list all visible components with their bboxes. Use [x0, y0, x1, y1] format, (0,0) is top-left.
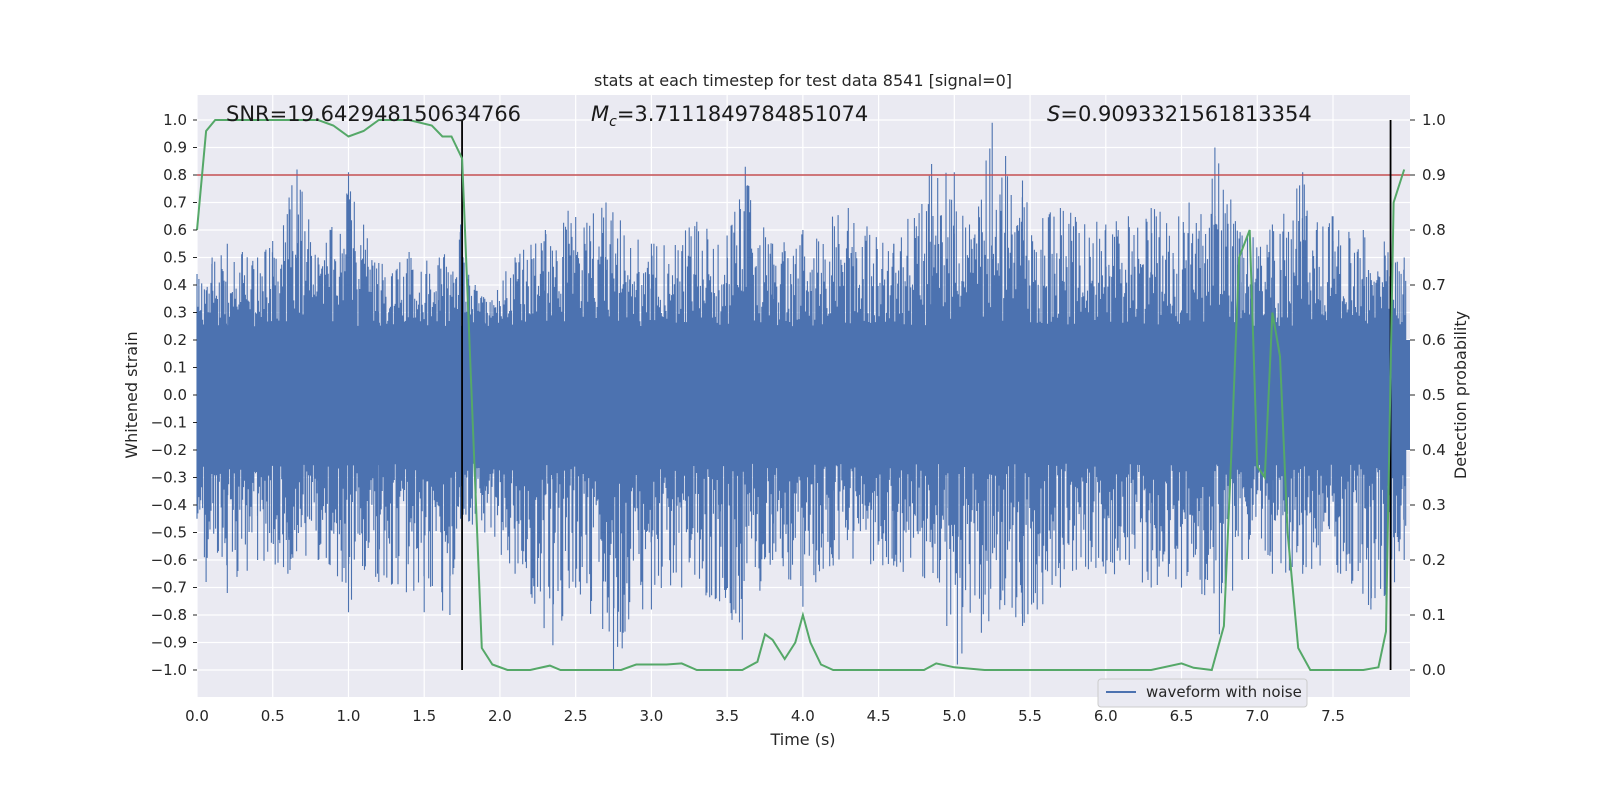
legend-label-waveform: waveform with noise: [1146, 683, 1302, 701]
y2-axis-label: Detection probability: [1451, 311, 1470, 479]
y-tick-label: −0.4: [151, 496, 187, 514]
strain-series: [196, 122, 1410, 670]
y2-tick-label: 0.2: [1422, 551, 1446, 569]
x-tick-label: 1.0: [337, 707, 361, 725]
y-tick-label: −1.0: [151, 661, 187, 679]
y-tick-label: 0.9: [163, 139, 187, 157]
y-tick-label: 1.0: [163, 111, 187, 129]
y-axis-ticks: 1.0 0.9 0.8 0.7 0.6 0.5 0.4 0.3 0.2 0.1 0.0 −0.1 −0.…: [151, 111, 197, 679]
chart-title: stats at each timestep for test data 854…: [594, 71, 1012, 90]
y2-tick-label: 0.1: [1422, 606, 1446, 624]
y-tick-label: −0.5: [151, 524, 187, 542]
y2-axis-ticks: 1.0 0.9 0.8 0.7 0.6 0.5 0.4 0.3 0.2 0.1 0.0: [1410, 111, 1446, 679]
y-tick-label: 0.3: [163, 304, 187, 322]
y2-tick-label: 0.9: [1422, 166, 1446, 184]
y2-tick-label: 0.4: [1422, 441, 1446, 459]
mc-symbol: M: [591, 102, 609, 126]
detection-probability-line: [196, 119, 1406, 672]
y-tick-label: −0.9: [151, 634, 187, 652]
y-tick-label: 0.1: [163, 359, 187, 377]
x-tick-label: 1.5: [412, 707, 436, 725]
y-tick-label: 0.8: [163, 166, 187, 184]
y-tick-label: −0.2: [151, 441, 187, 459]
s-value: =0.9093321561813354: [1060, 102, 1311, 126]
snr-annotation: SNR=19.642948150634766: [226, 102, 521, 126]
x-axis-ticks: 0.0 0.5 1.0 1.5 2.0 2.5 3.0 3.5 4.0 4.5 5.0 5.5 6.0 6…: [185, 707, 1345, 725]
x-tick-label: 0.5: [261, 707, 285, 725]
y-tick-label: 0.0: [163, 386, 187, 404]
y-tick-label: −0.3: [151, 469, 187, 487]
x-tick-label: 5.5: [1018, 707, 1042, 725]
s-annotation: S=0.9093321561813354: [1047, 102, 1312, 126]
y2-tick-label: 0.0: [1422, 661, 1446, 679]
x-tick-label: 5.0: [942, 707, 966, 725]
y-tick-label: 0.2: [163, 331, 187, 349]
strain-spikes: [196, 122, 1407, 670]
x-axis-label: Time (s): [769, 730, 835, 749]
x-tick-label: 0.0: [185, 707, 209, 725]
y-tick-label: 0.6: [163, 221, 187, 239]
y-tick-label: −0.7: [151, 579, 187, 597]
x-tick-label: 4.0: [791, 707, 815, 725]
x-tick-label: 7.0: [1245, 707, 1269, 725]
x-tick-label: 4.5: [867, 707, 891, 725]
y2-tick-label: 0.5: [1422, 386, 1446, 404]
y-tick-label: 0.7: [163, 194, 187, 212]
x-tick-label: 7.5: [1321, 707, 1345, 725]
x-tick-label: 2.0: [488, 707, 512, 725]
y-tick-label: −0.8: [151, 606, 187, 624]
legend-box: [1097, 678, 1308, 708]
y-axis-label: Whitened strain: [122, 331, 141, 458]
x-tick-label: 3.5: [715, 707, 739, 725]
mc-value: =3.7111849784851074: [617, 102, 868, 126]
y2-tick-label: 0.6: [1422, 331, 1446, 349]
mc-subscript: c: [609, 114, 617, 130]
chirp-mass-annotation: Mc=3.7111849784851074: [591, 102, 868, 130]
s-symbol: S: [1047, 102, 1060, 126]
y2-tick-label: 0.8: [1422, 221, 1446, 239]
y-tick-label: 0.5: [163, 249, 187, 267]
y2-tick-label: 0.3: [1422, 496, 1446, 514]
x-tick-label: 6.0: [1094, 707, 1118, 725]
x-tick-label: 6.5: [1170, 707, 1194, 725]
x-tick-label: 3.0: [639, 707, 663, 725]
y2-tick-label: 1.0: [1422, 111, 1446, 129]
y2-tick-label: 0.7: [1422, 276, 1446, 294]
y-tick-label: −0.6: [151, 551, 187, 569]
x-tick-label: 2.5: [564, 707, 588, 725]
y-tick-label: −0.1: [151, 414, 187, 432]
y-tick-label: 0.4: [163, 276, 187, 294]
legend: waveform with noise: [1097, 678, 1308, 708]
